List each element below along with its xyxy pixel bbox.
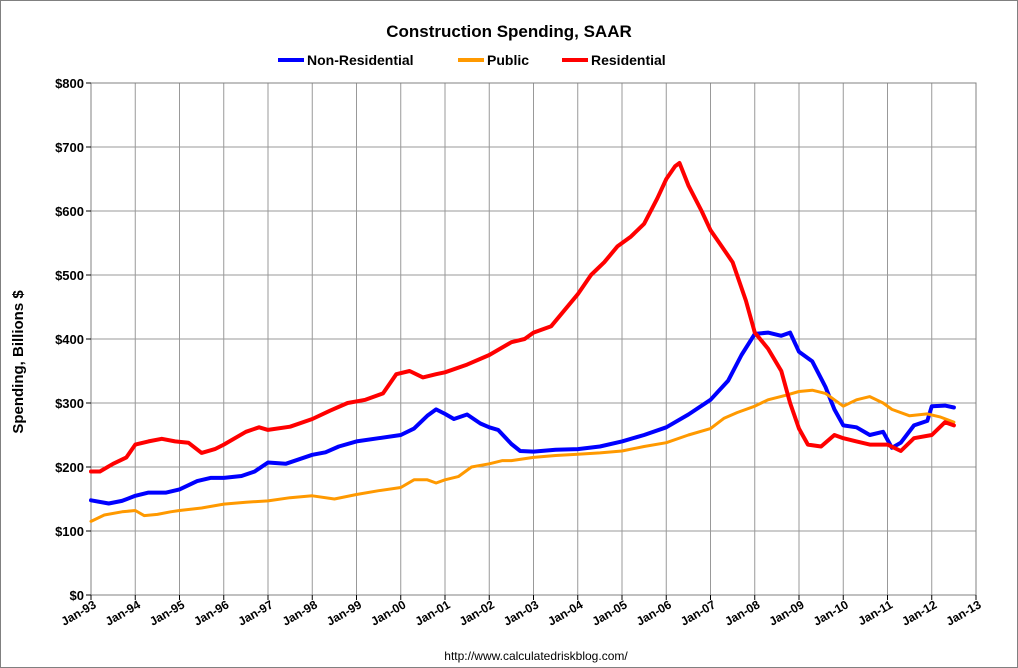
x-tick-label: Jan-00 bbox=[368, 597, 408, 628]
x-tick-label: Jan-96 bbox=[191, 597, 231, 628]
y-tick-label: $300 bbox=[55, 396, 84, 411]
x-tick-label: Jan-11 bbox=[856, 597, 896, 628]
x-tick-label: Jan-08 bbox=[722, 597, 762, 628]
x-tick-label: Jan-03 bbox=[501, 597, 541, 628]
x-tick-label: Jan-02 bbox=[457, 597, 497, 628]
x-tick-label: Jan-07 bbox=[678, 597, 718, 628]
y-tick-label: $100 bbox=[55, 524, 84, 539]
y-tick-label: $700 bbox=[55, 140, 84, 155]
legend-label: Non-Residential bbox=[307, 52, 414, 68]
x-tick-label: Jan-99 bbox=[324, 597, 364, 628]
x-tick-label: Jan-95 bbox=[147, 597, 187, 628]
y-tick-label: $200 bbox=[55, 460, 84, 475]
series-line-non-residential bbox=[89, 330, 956, 506]
y-axis: $0 $100 $200 $300 $400 $500 $600 $700 $800 bbox=[55, 76, 91, 603]
y-tick-label: $400 bbox=[55, 332, 84, 347]
y-tick-label: $0 bbox=[70, 588, 84, 603]
legend: Non-Residential Public Residential bbox=[278, 52, 666, 68]
gridlines bbox=[90, 82, 977, 596]
x-tick-label: Jan-13 bbox=[944, 597, 984, 628]
series-line-residential bbox=[89, 161, 956, 474]
x-tick-label: Jan-98 bbox=[280, 597, 320, 628]
x-tick-label: Jan-06 bbox=[634, 597, 674, 628]
x-tick-label: Jan-10 bbox=[811, 597, 851, 628]
series-group bbox=[89, 161, 956, 523]
x-tick-label: Jan-12 bbox=[899, 597, 939, 628]
x-tick-label: Jan-09 bbox=[767, 597, 807, 628]
x-tick-label: Jan-97 bbox=[236, 597, 276, 628]
x-tick-label: Jan-94 bbox=[103, 597, 143, 628]
x-tick-label: Jan-04 bbox=[545, 597, 585, 628]
x-tick-label: Jan-01 bbox=[413, 597, 453, 628]
x-tick-label: Jan-05 bbox=[590, 597, 630, 628]
y-tick-label: $500 bbox=[55, 268, 84, 283]
y-tick-label: $600 bbox=[55, 204, 84, 219]
chart-title: Construction Spending, SAAR bbox=[386, 22, 632, 41]
legend-label: Residential bbox=[591, 52, 666, 68]
legend-label: Public bbox=[487, 52, 529, 68]
y-tick-label: $800 bbox=[55, 76, 84, 91]
y-axis-label: Spending, Billions $ bbox=[10, 290, 27, 434]
series-line-public bbox=[89, 388, 956, 523]
source-url[interactable]: http://www.calculatedriskblog.com/ bbox=[444, 649, 628, 663]
x-axis: Jan-93 Jan-94 Jan-95 Jan-96 Jan-97 Jan-98 Jan-… bbox=[59, 595, 984, 629]
